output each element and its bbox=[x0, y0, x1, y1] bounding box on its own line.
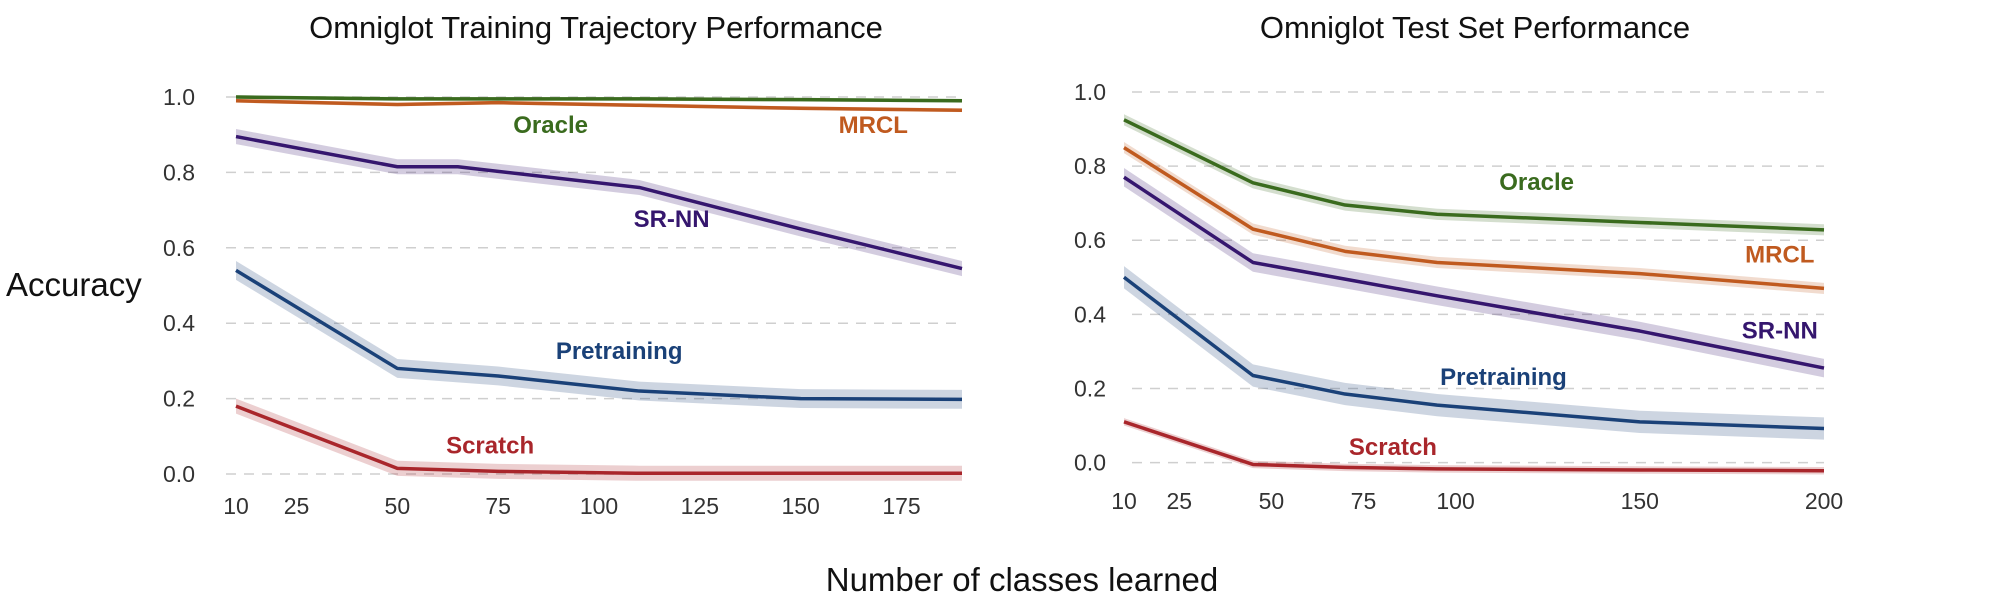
series-band-pretraining bbox=[1124, 266, 1824, 440]
x-tick-label: 25 bbox=[1166, 488, 1192, 514]
series-label-scratch: Scratch bbox=[1349, 434, 1437, 461]
x-tick-label: 150 bbox=[781, 493, 819, 519]
y-axis-label: Accuracy bbox=[6, 266, 142, 303]
series-line-mrcl bbox=[1123, 146, 1825, 291]
x-tick-label: 10 bbox=[223, 493, 249, 519]
x-axis-label: Number of classes learned bbox=[826, 561, 1219, 598]
series-label-oracle: Oracle bbox=[513, 112, 588, 139]
series-line-pretraining bbox=[1122, 275, 1825, 431]
chart-title: Omniglot Training Trajectory Performance bbox=[309, 10, 883, 45]
y-tick-label: 0.0 bbox=[163, 461, 195, 487]
series-band-pretraining bbox=[236, 260, 962, 409]
series-line-sr-nn bbox=[1123, 175, 1825, 370]
series-line-scratch bbox=[1123, 420, 1825, 473]
x-tick-label: 200 bbox=[1805, 488, 1843, 514]
series-line-sr-nn bbox=[235, 134, 963, 271]
test-set-chart: Omniglot Test Set Performance 0.0 0.2 0.4 0.… bbox=[1074, 10, 1843, 514]
series-label-scratch: Scratch bbox=[446, 432, 534, 459]
y-tick-label: 1.0 bbox=[1074, 79, 1106, 105]
x-tick-label: 75 bbox=[1351, 488, 1377, 514]
y-tick-label: 0.6 bbox=[1074, 227, 1106, 253]
y-tick-label: 0.2 bbox=[163, 386, 195, 412]
series-label-oracle: Oracle bbox=[1499, 169, 1574, 196]
series-label-sr-nn: SR-NN bbox=[1742, 317, 1818, 344]
x-tick-label: 10 bbox=[1111, 488, 1137, 514]
series-line-oracle bbox=[1123, 118, 1825, 232]
y-tick-label: 0.0 bbox=[1074, 450, 1106, 476]
series-line-pretraining bbox=[235, 268, 963, 402]
series-label-sr-nn: SR-NN bbox=[634, 206, 710, 233]
series-label-pretraining: Pretraining bbox=[556, 338, 683, 365]
series-band-sr-nn bbox=[236, 129, 962, 277]
x-tick-label: 75 bbox=[485, 493, 511, 519]
y-tick-label: 0.4 bbox=[1074, 301, 1106, 327]
x-tick-label: 50 bbox=[1259, 488, 1285, 514]
x-tick-label: 100 bbox=[580, 493, 618, 519]
series-label-mrcl: MRCL bbox=[839, 112, 908, 139]
chart-title: Omniglot Test Set Performance bbox=[1260, 10, 1690, 45]
series-line-mrcl bbox=[235, 99, 963, 112]
y-tick-label: 0.2 bbox=[1074, 375, 1106, 401]
series-band-scratch bbox=[236, 398, 962, 481]
x-tick-label: 100 bbox=[1436, 488, 1474, 514]
x-tick-label: 25 bbox=[284, 493, 310, 519]
series-label-mrcl: MRCL bbox=[1745, 241, 1814, 268]
x-tick-label: 50 bbox=[385, 493, 411, 519]
y-tick-label: 0.8 bbox=[163, 159, 195, 185]
y-tick-label: 0.8 bbox=[1074, 153, 1106, 179]
series-band-sr-nn bbox=[1124, 167, 1824, 378]
training-trajectory-chart: Omniglot Training Trajectory Performance… bbox=[163, 10, 963, 519]
x-tick-label: 175 bbox=[882, 493, 920, 519]
y-tick-label: 0.4 bbox=[163, 310, 195, 336]
series-label-pretraining: Pretraining bbox=[1440, 364, 1567, 391]
x-tick-label: 150 bbox=[1621, 488, 1659, 514]
y-tick-label: 1.0 bbox=[163, 84, 195, 110]
x-tick-label: 125 bbox=[681, 493, 719, 519]
series-band-oracle bbox=[1124, 114, 1824, 236]
series-line-scratch bbox=[235, 404, 962, 475]
y-tick-label: 0.6 bbox=[163, 235, 195, 261]
series-line-oracle bbox=[235, 95, 963, 103]
